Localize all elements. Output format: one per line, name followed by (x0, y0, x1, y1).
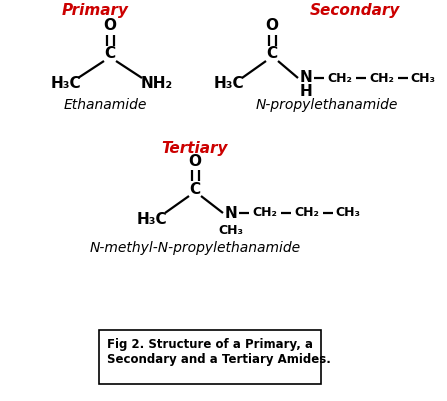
Text: O: O (104, 18, 117, 34)
Text: NH₂: NH₂ (141, 77, 173, 91)
Text: CH₃: CH₃ (410, 71, 435, 85)
Text: N: N (225, 205, 237, 221)
Text: N: N (299, 71, 312, 85)
Text: H₃C: H₃C (214, 77, 245, 91)
Text: N-propylethanamide: N-propylethanamide (256, 98, 398, 112)
Text: CH₂: CH₂ (370, 71, 394, 85)
Text: H: H (299, 85, 312, 99)
Text: C: C (266, 47, 278, 61)
Text: H₃C: H₃C (137, 211, 167, 227)
Text: C: C (190, 182, 201, 196)
Text: CH₃: CH₃ (336, 207, 360, 219)
Text: CH₃: CH₃ (219, 223, 244, 237)
Text: Fig 2. Structure of a Primary, a
Secondary and a Tertiary Amides.: Fig 2. Structure of a Primary, a Seconda… (107, 338, 331, 366)
Text: H₃C: H₃C (51, 77, 81, 91)
Text: CH₂: CH₂ (328, 71, 352, 85)
Text: C: C (105, 47, 116, 61)
Text: CH₂: CH₂ (295, 207, 320, 219)
Text: Secondary: Secondary (310, 4, 400, 18)
FancyBboxPatch shape (99, 330, 321, 384)
Text: Tertiary: Tertiary (162, 142, 228, 156)
Text: O: O (189, 154, 202, 168)
Text: Ethanamide: Ethanamide (63, 98, 147, 112)
Text: O: O (266, 18, 278, 34)
Text: CH₂: CH₂ (253, 207, 278, 219)
Text: Primary: Primary (62, 4, 128, 18)
Text: N-methyl-N-propylethanamide: N-methyl-N-propylethanamide (89, 241, 300, 255)
